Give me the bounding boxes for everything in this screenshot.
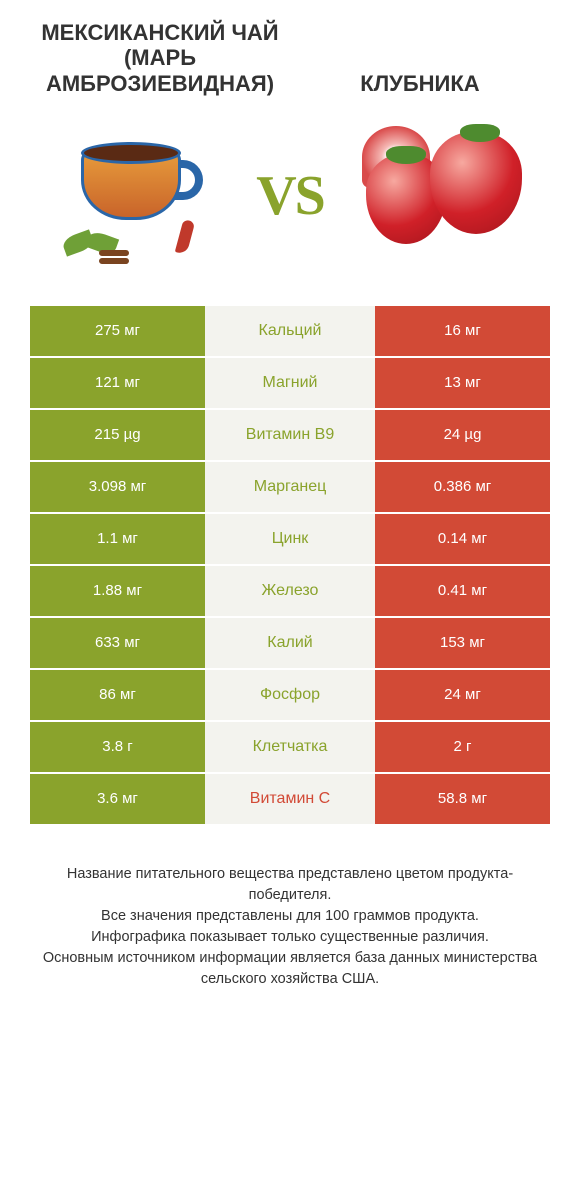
vs-label: VS <box>256 164 324 228</box>
tea-cup-icon <box>63 136 213 256</box>
nutrient-label: Калий <box>205 618 375 668</box>
value-left: 86 мг <box>30 670 205 720</box>
nutrient-label: Марганец <box>205 462 375 512</box>
value-right: 13 мг <box>375 358 550 408</box>
nutrient-label: Фосфор <box>205 670 375 720</box>
value-right: 16 мг <box>375 306 550 356</box>
image-left <box>30 116 246 276</box>
nutrient-label: Магний <box>205 358 375 408</box>
table-row: 3.098 мгМарганец0.386 мг <box>30 462 550 512</box>
value-left: 1.88 мг <box>30 566 205 616</box>
value-left: 3.098 мг <box>30 462 205 512</box>
titles-row: МЕКСИКАНСКИЙ ЧАЙ (МАРЬ АМБРОЗИЕВИДНАЯ) К… <box>30 20 550 96</box>
strawberry-icon <box>362 126 522 266</box>
value-left: 633 мг <box>30 618 205 668</box>
value-left: 215 µg <box>30 410 205 460</box>
value-left: 1.1 мг <box>30 514 205 564</box>
table-row: 3.6 мгВитамин C58.8 мг <box>30 774 550 824</box>
title-right: КЛУБНИКА <box>290 43 550 96</box>
value-right: 2 г <box>375 722 550 772</box>
footer-line: Инфографика показывает только существенн… <box>34 927 546 948</box>
table-row: 215 µgВитамин B924 µg <box>30 410 550 460</box>
nutrient-label: Цинк <box>205 514 375 564</box>
table-row: 275 мгКальций16 мг <box>30 306 550 356</box>
nutrient-label: Витамин C <box>205 774 375 824</box>
table-row: 121 мгМагний13 мг <box>30 358 550 408</box>
value-right: 24 мг <box>375 670 550 720</box>
value-right: 0.14 мг <box>375 514 550 564</box>
image-right <box>334 116 550 276</box>
title-left: МЕКСИКАНСКИЙ ЧАЙ (МАРЬ АМБРОЗИЕВИДНАЯ) <box>30 20 290 96</box>
value-right: 58.8 мг <box>375 774 550 824</box>
table-row: 1.88 мгЖелезо0.41 мг <box>30 566 550 616</box>
value-left: 3.8 г <box>30 722 205 772</box>
footer-notes: Название питательного вещества представл… <box>30 864 550 990</box>
table-row: 1.1 мгЦинк0.14 мг <box>30 514 550 564</box>
footer-line: Все значения представлены для 100 граммо… <box>34 906 546 927</box>
comparison-table: 275 мгКальций16 мг121 мгМагний13 мг215 µ… <box>30 306 550 824</box>
value-left: 275 мг <box>30 306 205 356</box>
footer-line: Название питательного вещества представл… <box>34 864 546 906</box>
value-right: 0.386 мг <box>375 462 550 512</box>
nutrient-label: Кальций <box>205 306 375 356</box>
value-right: 24 µg <box>375 410 550 460</box>
table-row: 86 мгФосфор24 мг <box>30 670 550 720</box>
table-row: 3.8 гКлетчатка2 г <box>30 722 550 772</box>
footer-line: Основным источником информации является … <box>34 948 546 990</box>
hero-row: VS <box>30 116 550 276</box>
value-right: 153 мг <box>375 618 550 668</box>
nutrient-label: Клетчатка <box>205 722 375 772</box>
value-right: 0.41 мг <box>375 566 550 616</box>
nutrient-label: Витамин B9 <box>205 410 375 460</box>
value-left: 121 мг <box>30 358 205 408</box>
nutrient-label: Железо <box>205 566 375 616</box>
value-left: 3.6 мг <box>30 774 205 824</box>
table-row: 633 мгКалий153 мг <box>30 618 550 668</box>
